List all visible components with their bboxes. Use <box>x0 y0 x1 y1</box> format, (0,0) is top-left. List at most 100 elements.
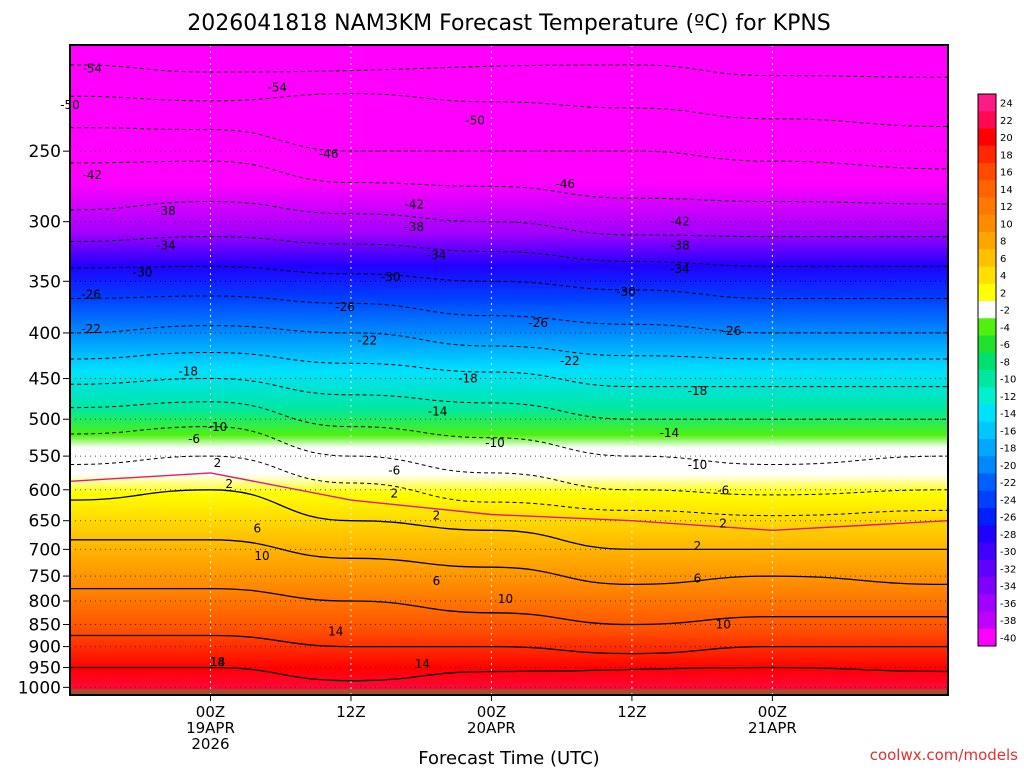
colorbar-swatch <box>978 508 996 526</box>
contour-label: -14 <box>660 426 680 440</box>
colorbar-label: 10 <box>1000 219 1013 230</box>
contour-line <box>69 64 949 78</box>
y-tick-label: 300 <box>29 213 61 233</box>
colorbar-label: -6 <box>1000 340 1010 351</box>
contour-label: -42 <box>82 168 102 182</box>
x-tick-label: 2026 <box>191 735 229 753</box>
colorbar-label: 2 <box>1000 288 1006 299</box>
contour-line <box>69 93 949 127</box>
contour-label: -6 <box>188 432 200 446</box>
contour-lines <box>69 64 949 682</box>
contour-line <box>69 200 948 238</box>
y-tick-label: 250 <box>29 142 61 162</box>
colorbar-swatch <box>978 456 996 474</box>
colorbar-swatch <box>978 352 996 371</box>
y-tick-label: 800 <box>29 592 61 612</box>
contour-label: -50 <box>465 114 485 128</box>
colorbar-swatch <box>978 439 996 457</box>
colorbar-swatch <box>978 111 996 129</box>
contour-label: -42 <box>670 215 690 229</box>
contour-line <box>69 265 948 300</box>
colorbar-swatch <box>978 249 996 267</box>
colorbar-swatch <box>978 163 996 181</box>
y-tick-label: 900 <box>29 638 61 658</box>
contour-label: -30 <box>133 265 153 279</box>
contour-label: -30 <box>381 270 401 284</box>
colorbar-label: -12 <box>1000 392 1016 403</box>
contour-label: -26 <box>81 287 101 301</box>
colorbar-frame <box>977 93 997 647</box>
colorbar-label: 18 <box>1000 150 1013 161</box>
contour-label: 18 <box>210 655 225 669</box>
colorbar-label: 8 <box>1000 237 1006 248</box>
contour-label: 2 <box>694 539 702 553</box>
colorbar-swatch <box>978 490 996 509</box>
contour-label: -22 <box>358 334 378 348</box>
x-tick-label: 19APR <box>186 719 235 737</box>
plot-frame <box>69 44 949 696</box>
colorbar-swatch <box>978 628 996 647</box>
contour-label: -22 <box>560 354 580 368</box>
contour-label: -26 <box>335 300 355 314</box>
colorbar-label: -18 <box>1000 444 1016 455</box>
contour-label: -10 <box>208 420 228 434</box>
contour-label: -6 <box>388 464 400 478</box>
colorbar-swatch <box>978 577 996 595</box>
colorbar-label: -40 <box>1000 633 1016 644</box>
colorbar-swatch <box>978 542 996 561</box>
ground-surface <box>70 689 948 695</box>
plot-area <box>70 45 948 695</box>
colorbar-swatch <box>978 197 996 216</box>
y-tick-label: 500 <box>29 410 61 430</box>
y-tick-label: 450 <box>29 369 61 389</box>
colorbar-label: -30 <box>1000 547 1016 558</box>
colorbar-label: -8 <box>1000 357 1010 368</box>
colorbar-label: -10 <box>1000 375 1016 386</box>
contour-label: -34 <box>427 248 447 262</box>
colorbar-swatch <box>978 266 996 285</box>
contour-label: -18 <box>688 384 708 398</box>
colorbar-label: -22 <box>1000 478 1016 489</box>
colorbar-label: -16 <box>1000 426 1016 437</box>
contour-label: 14 <box>328 625 343 639</box>
watermark: coolwx.com/models <box>870 746 1018 764</box>
colorbar-swatch <box>978 404 996 423</box>
contour-label: 14 <box>210 655 225 669</box>
chart-title: 2026041818 NAM3KM Forecast Temperature (… <box>187 11 831 36</box>
contour-label: -26 <box>722 324 742 338</box>
y-tick-label: 750 <box>29 567 61 587</box>
contour-label: 10 <box>716 617 731 631</box>
colorbar-swatch <box>978 473 996 492</box>
colorbar-label: 4 <box>1000 271 1006 282</box>
contour-label: 2 <box>719 517 727 531</box>
colorbar-label: 20 <box>1000 133 1013 144</box>
x-tick-label: 21APR <box>748 719 797 737</box>
contour-label: -30 <box>616 285 636 299</box>
axes: 250 300 350 400 450 500 550 600 650 700 750 800 850 9… <box>18 44 949 753</box>
grid-lines <box>70 45 948 695</box>
contour-line <box>70 666 949 682</box>
x-axis-label: Forecast Time (UTC) <box>418 748 599 768</box>
y-tick-label: 650 <box>29 512 61 532</box>
colorbar-swatch <box>978 128 996 147</box>
contour-label: -38 <box>670 238 690 252</box>
contour-labels: -54-54-50-50-46-46-42-42-42-38-38-38-34-… <box>60 62 741 672</box>
contour-line <box>69 426 949 496</box>
y-tick-label: 1000 <box>18 678 61 698</box>
colorbar-label: -24 <box>1000 495 1016 506</box>
contour-label: 6 <box>694 572 702 586</box>
colorbar-swatch <box>978 387 996 405</box>
contour-label: 6 <box>433 574 441 588</box>
y-tick-label: 550 <box>29 447 61 467</box>
colorbar-swatch <box>978 180 996 198</box>
contour-label: 6 <box>253 521 261 535</box>
colorbar-label: -26 <box>1000 513 1016 524</box>
contour-label: -46 <box>555 177 575 191</box>
contour-line <box>69 127 949 170</box>
colorbar: 24 22 20 18 16 14 12 10 8 6 4 2 -2 -4 -6 -8 -10 -12 -14 -16… <box>977 93 1016 647</box>
contour-label: -54 <box>82 62 102 76</box>
y-tick-label: 400 <box>29 324 61 344</box>
colorbar-label: 16 <box>1000 168 1013 179</box>
colorbar-label: 14 <box>1000 185 1013 196</box>
